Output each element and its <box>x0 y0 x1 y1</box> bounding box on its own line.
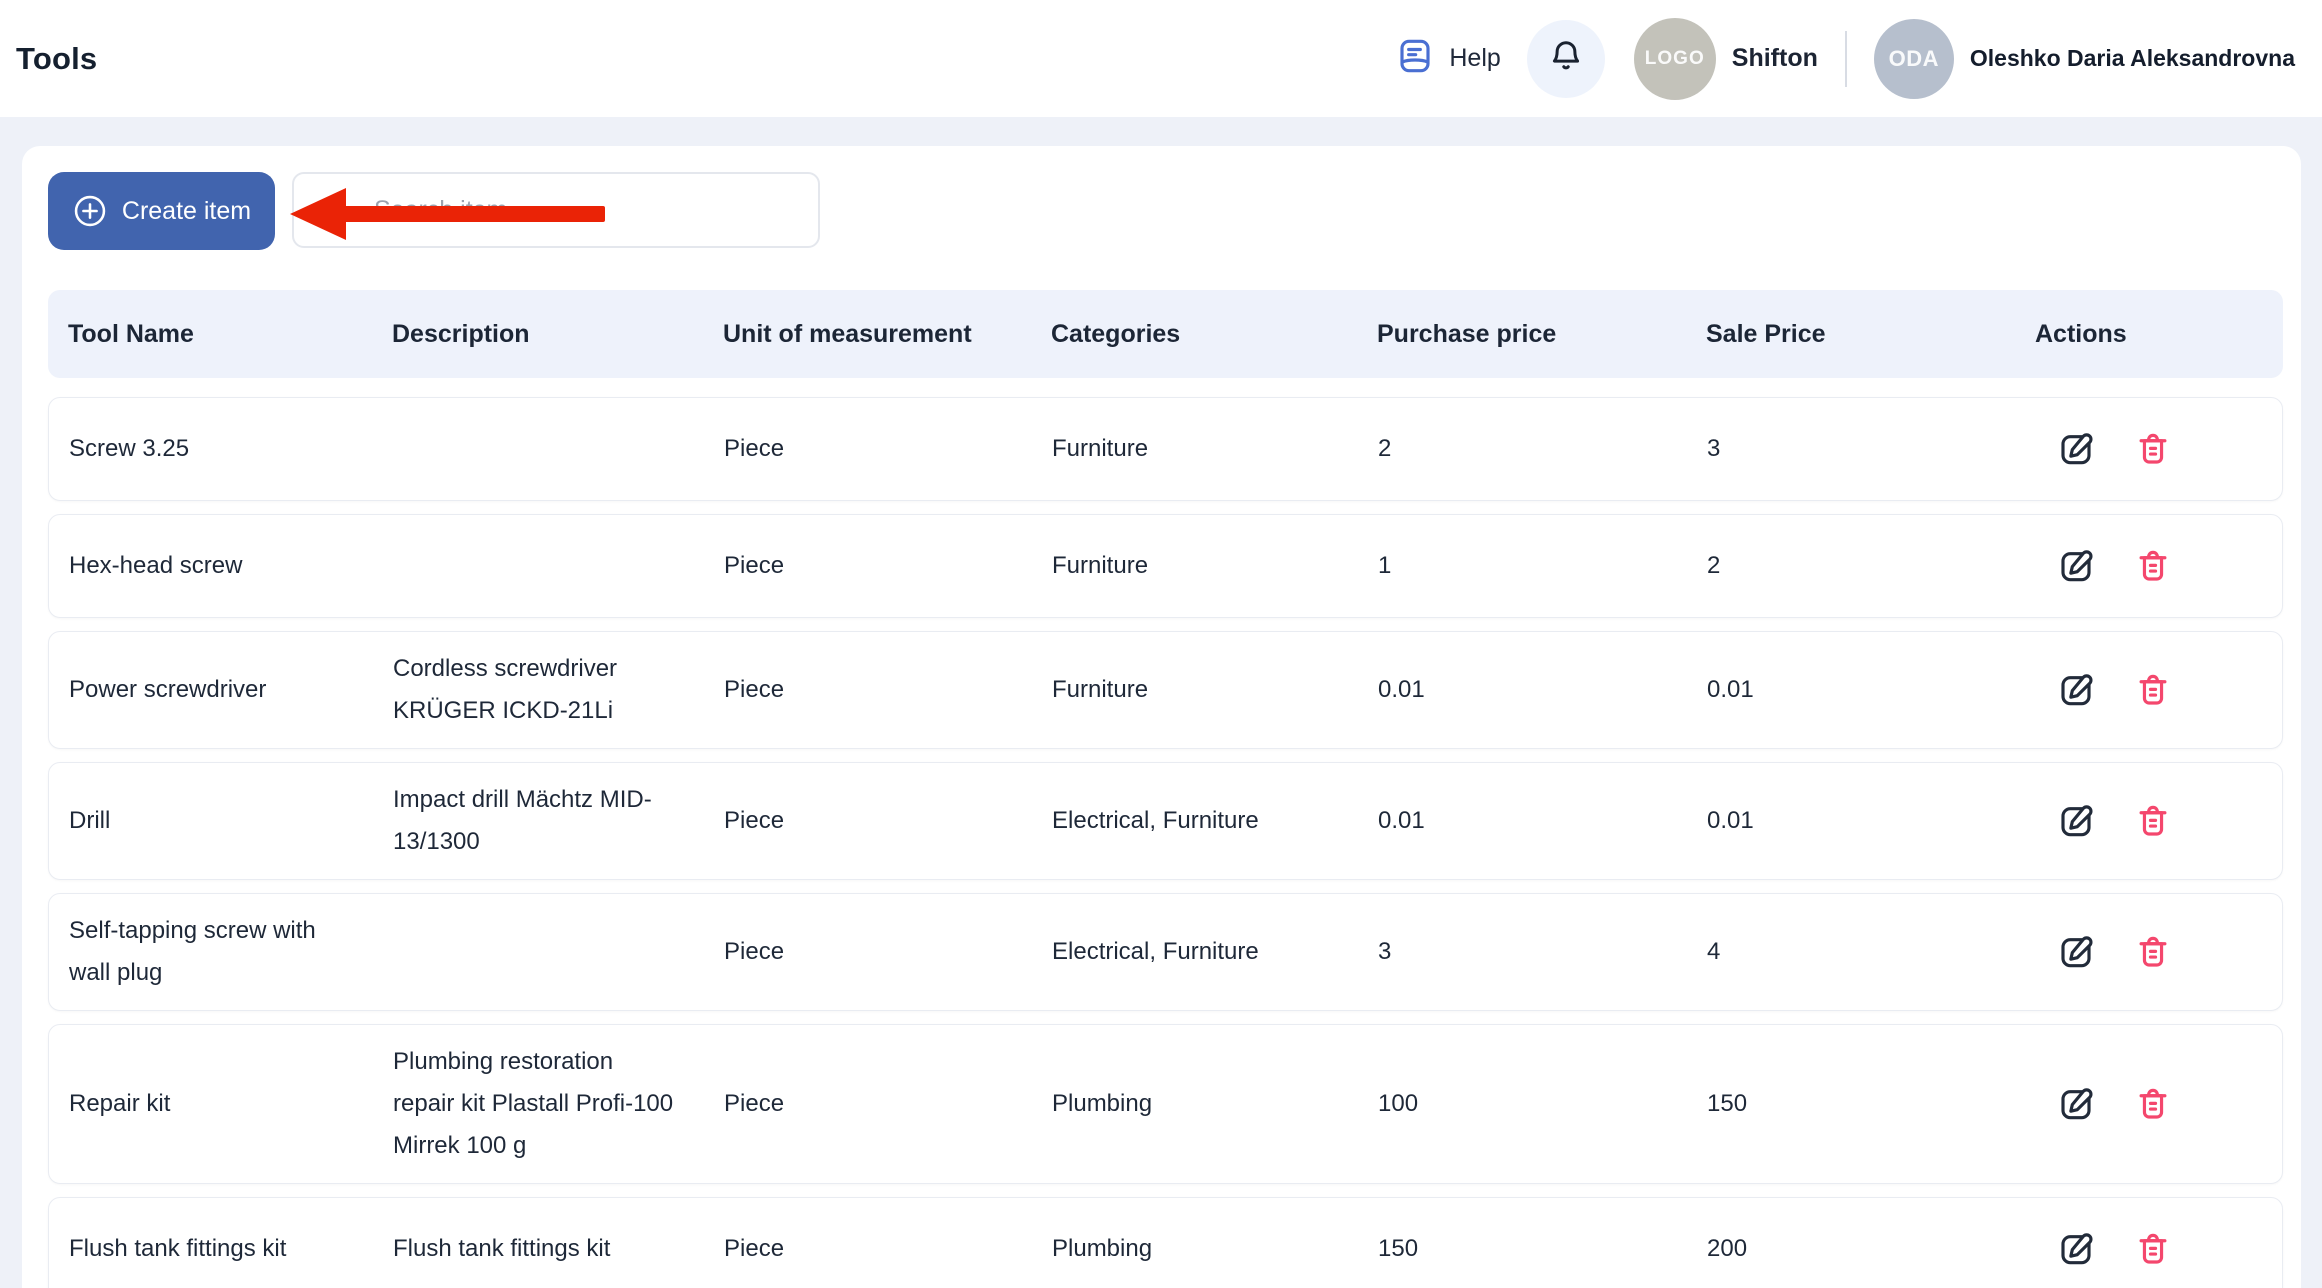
edit-button[interactable] <box>2057 1229 2097 1269</box>
table-row: Repair kit Plumbing restoration repair k… <box>48 1024 2283 1184</box>
cell-sale-price: 150 <box>1707 1090 1748 1117</box>
cell-actions <box>2036 932 2282 972</box>
plus-circle-icon <box>72 193 108 229</box>
user-name: Oleshko Daria Aleksandrovna <box>1969 45 2295 71</box>
delete-button[interactable] <box>2133 1084 2173 1124</box>
cell-sale-price: 2 <box>1707 552 1721 579</box>
delete-button[interactable] <box>2133 932 2173 972</box>
column-header: Purchase price <box>1377 319 1557 348</box>
help-book-icon <box>1395 36 1435 81</box>
cell-actions <box>2036 1229 2282 1269</box>
table-row: Hex-head screw Piece Furniture 1 2 <box>48 514 2283 618</box>
cell-purchase-price: 0.01 <box>1378 676 1425 703</box>
workspace-name: Shifton <box>1731 44 1818 72</box>
cell-description: Impact drill Mächtz MID-13/1300 <box>393 786 652 855</box>
cell-categories: Plumbing <box>1052 1235 1153 1262</box>
cell-purchase-price: 0.01 <box>1378 807 1425 834</box>
cell-tool-name: Drill <box>69 807 111 834</box>
cell-categories: Electrical, Furniture <box>1052 938 1259 965</box>
table-row: Power screwdriver Cordless screwdriver K… <box>48 631 2283 749</box>
help-label: Help <box>1449 44 1501 72</box>
cell-categories: Furniture <box>1052 552 1149 579</box>
table-row: Flush tank fittings kit Flush tank fitti… <box>48 1197 2283 1288</box>
cell-purchase-price: 3 <box>1378 938 1392 965</box>
cell-actions <box>2036 1084 2282 1124</box>
table-row: Drill Impact drill Mächtz MID-13/1300 Pi… <box>48 762 2283 880</box>
column-header: Categories <box>1051 319 1181 348</box>
cell-categories: Furniture <box>1052 435 1149 462</box>
cell-sale-price: 0.01 <box>1707 676 1754 703</box>
edit-button[interactable] <box>2057 801 2097 841</box>
cell-sale-price: 4 <box>1707 938 1721 965</box>
top-bar-right: Help LOGO Shifton ODA Oleshko Daria Alek… <box>1395 0 2295 117</box>
column-header: Sale Price <box>1706 319 1826 348</box>
table-body: Screw 3.25 Piece Furniture 2 3 <box>48 397 2283 1288</box>
cell-actions <box>2036 670 2282 710</box>
cell-actions <box>2036 546 2282 586</box>
cell-description: Flush tank fittings kit <box>393 1235 611 1262</box>
cell-tool-name: Repair kit <box>69 1090 171 1117</box>
cell-purchase-price: 150 <box>1378 1235 1419 1262</box>
table-header: Tool Name Description Unit of measurement C… <box>48 290 2283 378</box>
content-panel: Create item Tool Name Description Unit of … <box>22 146 2301 1288</box>
cell-tool-name: Flush tank fittings kit <box>69 1235 287 1262</box>
column-header: Unit of measurement <box>723 319 972 348</box>
cell-sale-price: 200 <box>1707 1235 1748 1262</box>
delete-button[interactable] <box>2133 429 2173 469</box>
cell-purchase-price: 2 <box>1378 435 1392 462</box>
page-title: Tools <box>16 40 98 76</box>
cell-tool-name: Screw 3.25 <box>69 435 190 462</box>
table-row: Self-tapping screw with wall plug Piece … <box>48 893 2283 1011</box>
cell-unit: Piece <box>724 1090 785 1117</box>
table-row: Screw 3.25 Piece Furniture 2 3 <box>48 397 2283 501</box>
column-header: Actions <box>2035 319 2127 348</box>
cell-categories: Electrical, Furniture <box>1052 807 1259 834</box>
cell-purchase-price: 100 <box>1378 1090 1419 1117</box>
bell-icon <box>1547 37 1585 80</box>
cell-unit: Piece <box>724 435 785 462</box>
column-header: Description <box>392 319 530 348</box>
delete-button[interactable] <box>2133 801 2173 841</box>
cell-categories: Furniture <box>1052 676 1149 703</box>
cell-unit: Piece <box>724 552 785 579</box>
cell-description: Cordless screwdriver KRÜGER ICKD-21Li <box>393 655 618 724</box>
cell-sale-price: 3 <box>1707 435 1721 462</box>
edit-button[interactable] <box>2057 429 2097 469</box>
help-button[interactable]: Help <box>1395 36 1501 81</box>
cell-tool-name: Power screwdriver <box>69 676 267 703</box>
cell-tool-name: Self-tapping screw with wall plug <box>69 917 316 986</box>
delete-button[interactable] <box>2133 670 2173 710</box>
edit-button[interactable] <box>2057 546 2097 586</box>
cell-purchase-price: 1 <box>1378 552 1392 579</box>
cell-sale-price: 0.01 <box>1707 807 1754 834</box>
top-bar: Tools Help LOGO Shif <box>0 0 2322 117</box>
workspace-avatar: LOGO <box>1633 17 1716 100</box>
edit-button[interactable] <box>2057 932 2097 972</box>
header-divider <box>1844 30 1847 87</box>
cell-actions <box>2036 801 2282 841</box>
user-menu[interactable]: ODA Oleshko Daria Aleksandrovna <box>1873 18 2295 99</box>
cell-unit: Piece <box>724 938 785 965</box>
cell-unit: Piece <box>724 1235 785 1262</box>
delete-button[interactable] <box>2133 546 2173 586</box>
create-item-button[interactable]: Create item <box>48 172 275 250</box>
column-header: Tool Name <box>68 319 194 348</box>
search-input[interactable] <box>292 172 820 248</box>
notifications-button[interactable] <box>1526 19 1605 98</box>
edit-button[interactable] <box>2057 1084 2097 1124</box>
edit-button[interactable] <box>2057 670 2097 710</box>
search-box <box>292 172 820 248</box>
cell-categories: Plumbing <box>1052 1090 1153 1117</box>
cell-tool-name: Hex-head screw <box>69 552 243 579</box>
cell-actions <box>2036 429 2282 469</box>
delete-button[interactable] <box>2133 1229 2173 1269</box>
create-item-label: Create item <box>121 196 252 225</box>
cell-unit: Piece <box>724 676 785 703</box>
cell-description: Plumbing restoration repair kit Plastall… <box>393 1048 674 1159</box>
cell-unit: Piece <box>724 807 785 834</box>
workspace-switcher[interactable]: LOGO Shifton <box>1633 17 1818 100</box>
user-avatar: ODA <box>1873 18 1954 99</box>
